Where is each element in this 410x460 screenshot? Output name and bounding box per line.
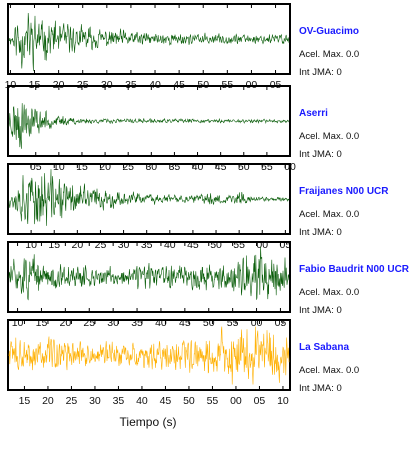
station-name: La Sabana (299, 342, 349, 353)
x-axis-title: Tiempo (s) (120, 415, 177, 429)
waveform-trace (8, 246, 290, 301)
x-tick-label: 45 (187, 239, 199, 251)
x-tick-label: 15 (76, 161, 88, 173)
panels-group: 10 15 20 25 30 35 40 45 50 55 00 05 OV-Guacimo Acel. … (5, 3, 410, 407)
x-tick-label: 30 (107, 317, 119, 329)
x-tick-label: 30 (89, 395, 101, 407)
x-tick-label: 15 (19, 395, 31, 407)
jma-intensity-label: Int JMA: 0 (299, 227, 342, 238)
panel-frame (7, 163, 291, 235)
x-tick-label: 45 (160, 395, 172, 407)
x-tick-label: 00 (256, 239, 268, 251)
panel-1: 10 15 20 25 30 35 40 45 50 55 00 05OV-GuacimoAcel. … (5, 3, 359, 91)
waveform-trace (8, 12, 290, 72)
max-acceleration-label: Acel. Max. 0.0 (299, 287, 359, 298)
x-tick-label: 25 (83, 317, 95, 329)
x-tick-label: 30 (145, 161, 157, 173)
x-tick-label: 15 (48, 239, 60, 251)
x-tick-label: 00 (230, 395, 242, 407)
panel-frame (7, 3, 291, 75)
x-tick-label: 40 (155, 317, 167, 329)
x-tick-label: 25 (66, 395, 78, 407)
x-tick-label: 40 (192, 161, 204, 173)
station-name: Fabio Baudrit N00 UCR (299, 264, 410, 275)
x-tick-label: 25 (95, 239, 107, 251)
x-tick-label: 50 (203, 317, 215, 329)
x-tick-label: 15 (36, 317, 48, 329)
x-tick-label: 55 (227, 317, 239, 329)
x-tick-label: 45 (215, 161, 227, 173)
x-tick-label: 35 (113, 395, 125, 407)
x-tick-label: 55 (233, 239, 245, 251)
station-name: OV-Guacimo (299, 26, 359, 37)
x-tick-label: 35 (169, 161, 181, 173)
x-tick-label: 10 (12, 317, 24, 329)
x-tick-label: 25 (122, 161, 134, 173)
x-tick-label: 40 (164, 239, 176, 251)
panel-frame (7, 241, 291, 313)
x-tick-label: 20 (60, 317, 72, 329)
jma-intensity-label: Int JMA: 0 (299, 149, 342, 160)
x-tick-label: 05 (280, 239, 292, 251)
x-tick-label: 45 (179, 317, 191, 329)
x-tick-label: 35 (131, 317, 143, 329)
max-acceleration-label: Acel. Max. 0.0 (299, 209, 359, 220)
x-tick-label: 00 (251, 317, 263, 329)
panel-5: 15 20 25 30 35 40 45 50 55 00 05 10 La Sabana Acel. M… (7, 319, 359, 407)
panel-frame (7, 319, 291, 391)
station-name: Fraijanes N00 UCR (299, 186, 389, 197)
x-tick-label: 10 (53, 161, 65, 173)
jma-intensity-label: Int JMA: 0 (299, 305, 342, 316)
waveform-trace (8, 169, 290, 226)
x-tick-label: 20 (42, 395, 54, 407)
max-acceleration-label: Acel. Max. 0.0 (299, 365, 359, 376)
x-tick-label: 30 (118, 239, 130, 251)
panel-frame (7, 85, 291, 157)
panel-4: 10 15 20 25 30 35 40 45 50 55 00 05 Fabio Baudrit N0… (7, 241, 410, 329)
x-tick-label: 50 (210, 239, 222, 251)
panel-3: 10 15 20 25 30 35 40 45 50 55 00 05 Fraijanes N00 UC… (7, 163, 389, 251)
x-tick-label: 20 (72, 239, 84, 251)
x-tick-label: 05 (254, 395, 266, 407)
x-tick-label: 05 (30, 161, 42, 173)
x-tick-label: 10 (25, 239, 37, 251)
x-tick-label: 50 (238, 161, 250, 173)
x-tick-label: 10 (277, 395, 289, 407)
max-acceleration-label: Acel. Max. 0.0 (299, 49, 359, 60)
station-name: Aserri (299, 108, 328, 119)
x-tick-label: 35 (141, 239, 153, 251)
x-tick-label: 05 (275, 317, 287, 329)
jma-intensity-label: Int JMA: 0 (299, 383, 342, 394)
max-acceleration-label: Acel. Max. 0.0 (299, 131, 359, 142)
x-tick-label: 20 (99, 161, 111, 173)
x-tick-label: 40 (136, 395, 148, 407)
waveform-trace (8, 103, 290, 149)
x-tick-label: 55 (261, 161, 273, 173)
x-tick-label: 50 (183, 395, 195, 407)
x-tick-label: 55 (207, 395, 219, 407)
waveform-trace (8, 326, 290, 385)
jma-intensity-label: Int JMA: 0 (299, 67, 342, 78)
